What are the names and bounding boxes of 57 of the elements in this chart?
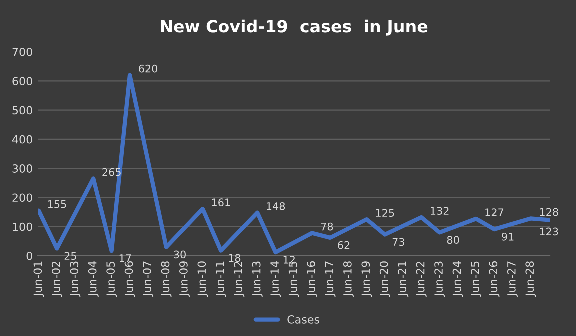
data-label: 155 xyxy=(48,200,66,208)
data-label: 127 xyxy=(486,208,504,216)
x-tick-label: Jun-21 xyxy=(398,262,409,297)
x-tick-label: Jun-11 xyxy=(216,262,226,297)
x-tick-label: Jun-15 xyxy=(288,262,300,297)
x-tick-label: Jun-03 xyxy=(70,262,81,297)
x-tick-label: Jun-12 xyxy=(234,262,245,297)
data-label: 17 xyxy=(120,254,132,262)
x-tick-label: Jun-17 xyxy=(325,262,336,297)
x-tick-label: Jun-14 xyxy=(270,261,282,297)
x-tick-label: Jun-20 xyxy=(380,262,390,297)
y-tick-label: 700 xyxy=(12,48,32,56)
legend-label: Cases xyxy=(288,315,320,324)
x-tick-label: Jun-13 xyxy=(252,262,263,297)
x-tick-label: Jun-24 xyxy=(452,261,464,297)
y-tick-label: 600 xyxy=(12,77,32,86)
data-label: 30 xyxy=(174,250,186,259)
data-label: 12 xyxy=(284,256,295,264)
data-label: 125 xyxy=(376,209,394,218)
data-label: 132 xyxy=(431,207,449,215)
data-label: 25 xyxy=(64,252,76,260)
x-tick-label: Jun-23 xyxy=(434,262,446,297)
x-tick-label: Jun-09 xyxy=(179,262,190,297)
x-tick-label: Jun-28 xyxy=(526,262,536,297)
x-tick-label: Jun-22 xyxy=(416,262,427,297)
data-label: 18 xyxy=(229,254,241,262)
data-label: 148 xyxy=(267,202,286,210)
y-tick-label: 500 xyxy=(12,106,32,115)
data-label: 91 xyxy=(502,232,514,241)
x-tick-label: Jun-10 xyxy=(198,262,208,297)
data-label: 128 xyxy=(540,208,558,216)
x-tick-label: Jun-07 xyxy=(143,262,154,297)
x-tick-label: Jun-18 xyxy=(343,262,354,297)
data-label: 80 xyxy=(447,236,460,244)
data-label: 161 xyxy=(212,198,230,207)
x-tick-label: Jun-27 xyxy=(507,262,518,297)
chart-title: New Covid-19 cases in June xyxy=(161,20,428,36)
x-tick-label: Jun-08 xyxy=(161,262,172,297)
y-tick-label: 0 xyxy=(26,252,32,260)
data-label: 78 xyxy=(321,222,334,231)
y-tick-label: 300 xyxy=(12,164,32,173)
data-label: 73 xyxy=(392,238,404,246)
x-tick-label: Jun-16 xyxy=(307,262,318,297)
y-tick-label: 100 xyxy=(13,222,32,232)
x-tick-label: Jun-02 xyxy=(52,262,62,297)
x-tick-label: Jun-05 xyxy=(106,262,118,297)
x-tick-label: Jun-01 xyxy=(34,262,44,297)
x-tick-label: Jun-26 xyxy=(489,262,500,297)
y-tick-label: 200 xyxy=(12,194,32,202)
x-tick-label: Jun-25 xyxy=(471,262,482,297)
x-tick-label: Jun-04 xyxy=(88,261,99,297)
data-label: 123 xyxy=(540,228,558,236)
data-label: 620 xyxy=(139,64,158,73)
x-tick-label: Jun-19 xyxy=(362,262,372,297)
data-label: 62 xyxy=(338,241,350,250)
x-tick-label: Jun-06 xyxy=(124,262,136,297)
y-tick-label: 400 xyxy=(12,135,32,144)
